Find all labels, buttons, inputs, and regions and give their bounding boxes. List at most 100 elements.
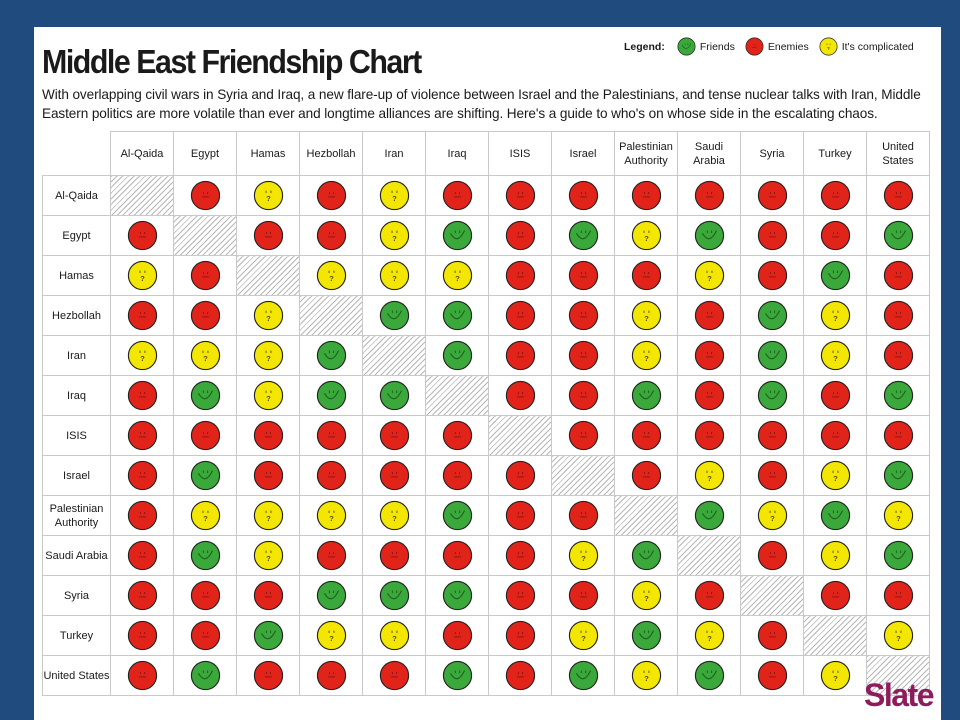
relation-cell: ?: [803, 295, 867, 336]
svg-text:?: ?: [140, 354, 145, 363]
complicated-face-icon: ?: [741, 500, 803, 531]
enemies-face-icon: [111, 660, 173, 691]
relation-cell: ?: [740, 495, 804, 536]
svg-text:?: ?: [266, 354, 271, 363]
relation-cell: ?: [110, 335, 174, 376]
relation-cell: ?: [614, 575, 678, 616]
relation-cell: ?: [236, 495, 300, 536]
relation-cell: [425, 495, 489, 536]
complicated-face-icon: ?: [363, 500, 425, 531]
complicated-face-icon: ?: [615, 660, 677, 691]
enemies-face-icon: [363, 420, 425, 451]
enemies-face-icon: [489, 620, 551, 651]
row-header: Iraq: [42, 375, 111, 416]
enemies-face-icon: [174, 300, 236, 331]
legend-item-complicated: ? It's complicated: [819, 37, 914, 56]
relation-cell: [803, 415, 867, 456]
relation-cell: [110, 295, 174, 336]
relation-cell: [173, 535, 237, 576]
enemies-face-icon: [300, 180, 362, 211]
slate-logo: Slate: [864, 677, 934, 713]
relation-cell: [614, 455, 678, 496]
enemies-face-icon: [867, 300, 929, 331]
enemies-face-icon: [111, 460, 173, 491]
relation-cell: [488, 495, 552, 536]
friends-face-icon: [363, 380, 425, 411]
relation-cell: [362, 295, 426, 336]
column-header: ISIS: [488, 131, 552, 176]
relation-cell: ?: [236, 175, 300, 216]
row-header: Palestinian Authority: [42, 495, 111, 536]
svg-text:?: ?: [644, 354, 649, 363]
friends-face-icon: [867, 220, 929, 251]
friends-face-icon: [615, 540, 677, 571]
relation-cell: ?: [362, 215, 426, 256]
enemies-face-icon: [174, 260, 236, 291]
table-row: Turkey?????: [42, 615, 930, 656]
relation-cell: [803, 375, 867, 416]
relation-cell: [425, 175, 489, 216]
relation-cell: [740, 335, 804, 376]
table-row: Iraq?: [42, 375, 930, 416]
relation-cell: ?: [803, 335, 867, 376]
enemies-face-icon: [552, 500, 614, 531]
friends-face-icon: [741, 300, 803, 331]
relation-cell: [551, 335, 615, 376]
enemies-face-icon: [741, 220, 803, 251]
relation-cell: [362, 375, 426, 416]
relation-cell: [488, 255, 552, 296]
enemies-face-icon: [804, 380, 866, 411]
svg-text:?: ?: [266, 514, 271, 523]
relation-cell: [488, 295, 552, 336]
enemies-face-icon: [867, 180, 929, 211]
relation-cell: [803, 575, 867, 616]
table-row: Palestinian Authority??????: [42, 495, 930, 536]
friends-face-icon: [426, 500, 488, 531]
relation-cell: [299, 335, 363, 376]
relation-cell: [551, 215, 615, 256]
relation-cell: [236, 615, 300, 656]
svg-text:?: ?: [707, 274, 712, 283]
self-cell: [173, 215, 237, 256]
relation-cell: [299, 535, 363, 576]
friends-face-icon: [678, 660, 740, 691]
enemies-face-icon: [489, 580, 551, 611]
header-row: Al-Qaida Egypt Hamas Hezbollah Iran Iraq ISIS I…: [42, 131, 930, 176]
relation-cell: [488, 375, 552, 416]
complicated-face-icon: ?: [237, 300, 299, 331]
legend: Legend: Friends Enemies ? It's complicat…: [624, 37, 924, 56]
relation-cell: [425, 455, 489, 496]
relation-cell: ?: [425, 255, 489, 296]
enemies-face-icon: [426, 420, 488, 451]
enemies-face-icon: [300, 460, 362, 491]
svg-text:?: ?: [581, 634, 586, 643]
enemies-face-icon: [300, 220, 362, 251]
enemies-face-icon: [174, 180, 236, 211]
complicated-face-icon: ?: [678, 620, 740, 651]
relation-cell: [299, 655, 363, 696]
legend-title: Legend:: [624, 40, 665, 53]
relation-cell: [173, 295, 237, 336]
self-cell: [551, 455, 615, 496]
relation-cell: [425, 215, 489, 256]
relation-cell: ?: [866, 615, 930, 656]
legend-label-enemies: Enemies: [767, 40, 809, 53]
relation-cell: [677, 655, 741, 696]
relation-cell: ?: [236, 375, 300, 416]
complicated-face-icon: ?: [363, 180, 425, 211]
svg-text:?: ?: [392, 234, 397, 243]
relation-cell: [677, 215, 741, 256]
relation-cell: [551, 575, 615, 616]
relation-cell: [110, 535, 174, 576]
enemies-face-icon: [678, 180, 740, 211]
complicated-face-icon: ?: [426, 260, 488, 291]
relation-cell: [677, 335, 741, 376]
column-header: Iraq: [425, 131, 489, 176]
relation-cell: [551, 415, 615, 456]
enemies-face-icon: [741, 540, 803, 571]
relation-cell: ?: [614, 655, 678, 696]
complicated-face-icon: ?: [867, 620, 929, 651]
svg-text:?: ?: [392, 634, 397, 643]
relation-cell: [551, 255, 615, 296]
enemies-face-icon: [804, 420, 866, 451]
